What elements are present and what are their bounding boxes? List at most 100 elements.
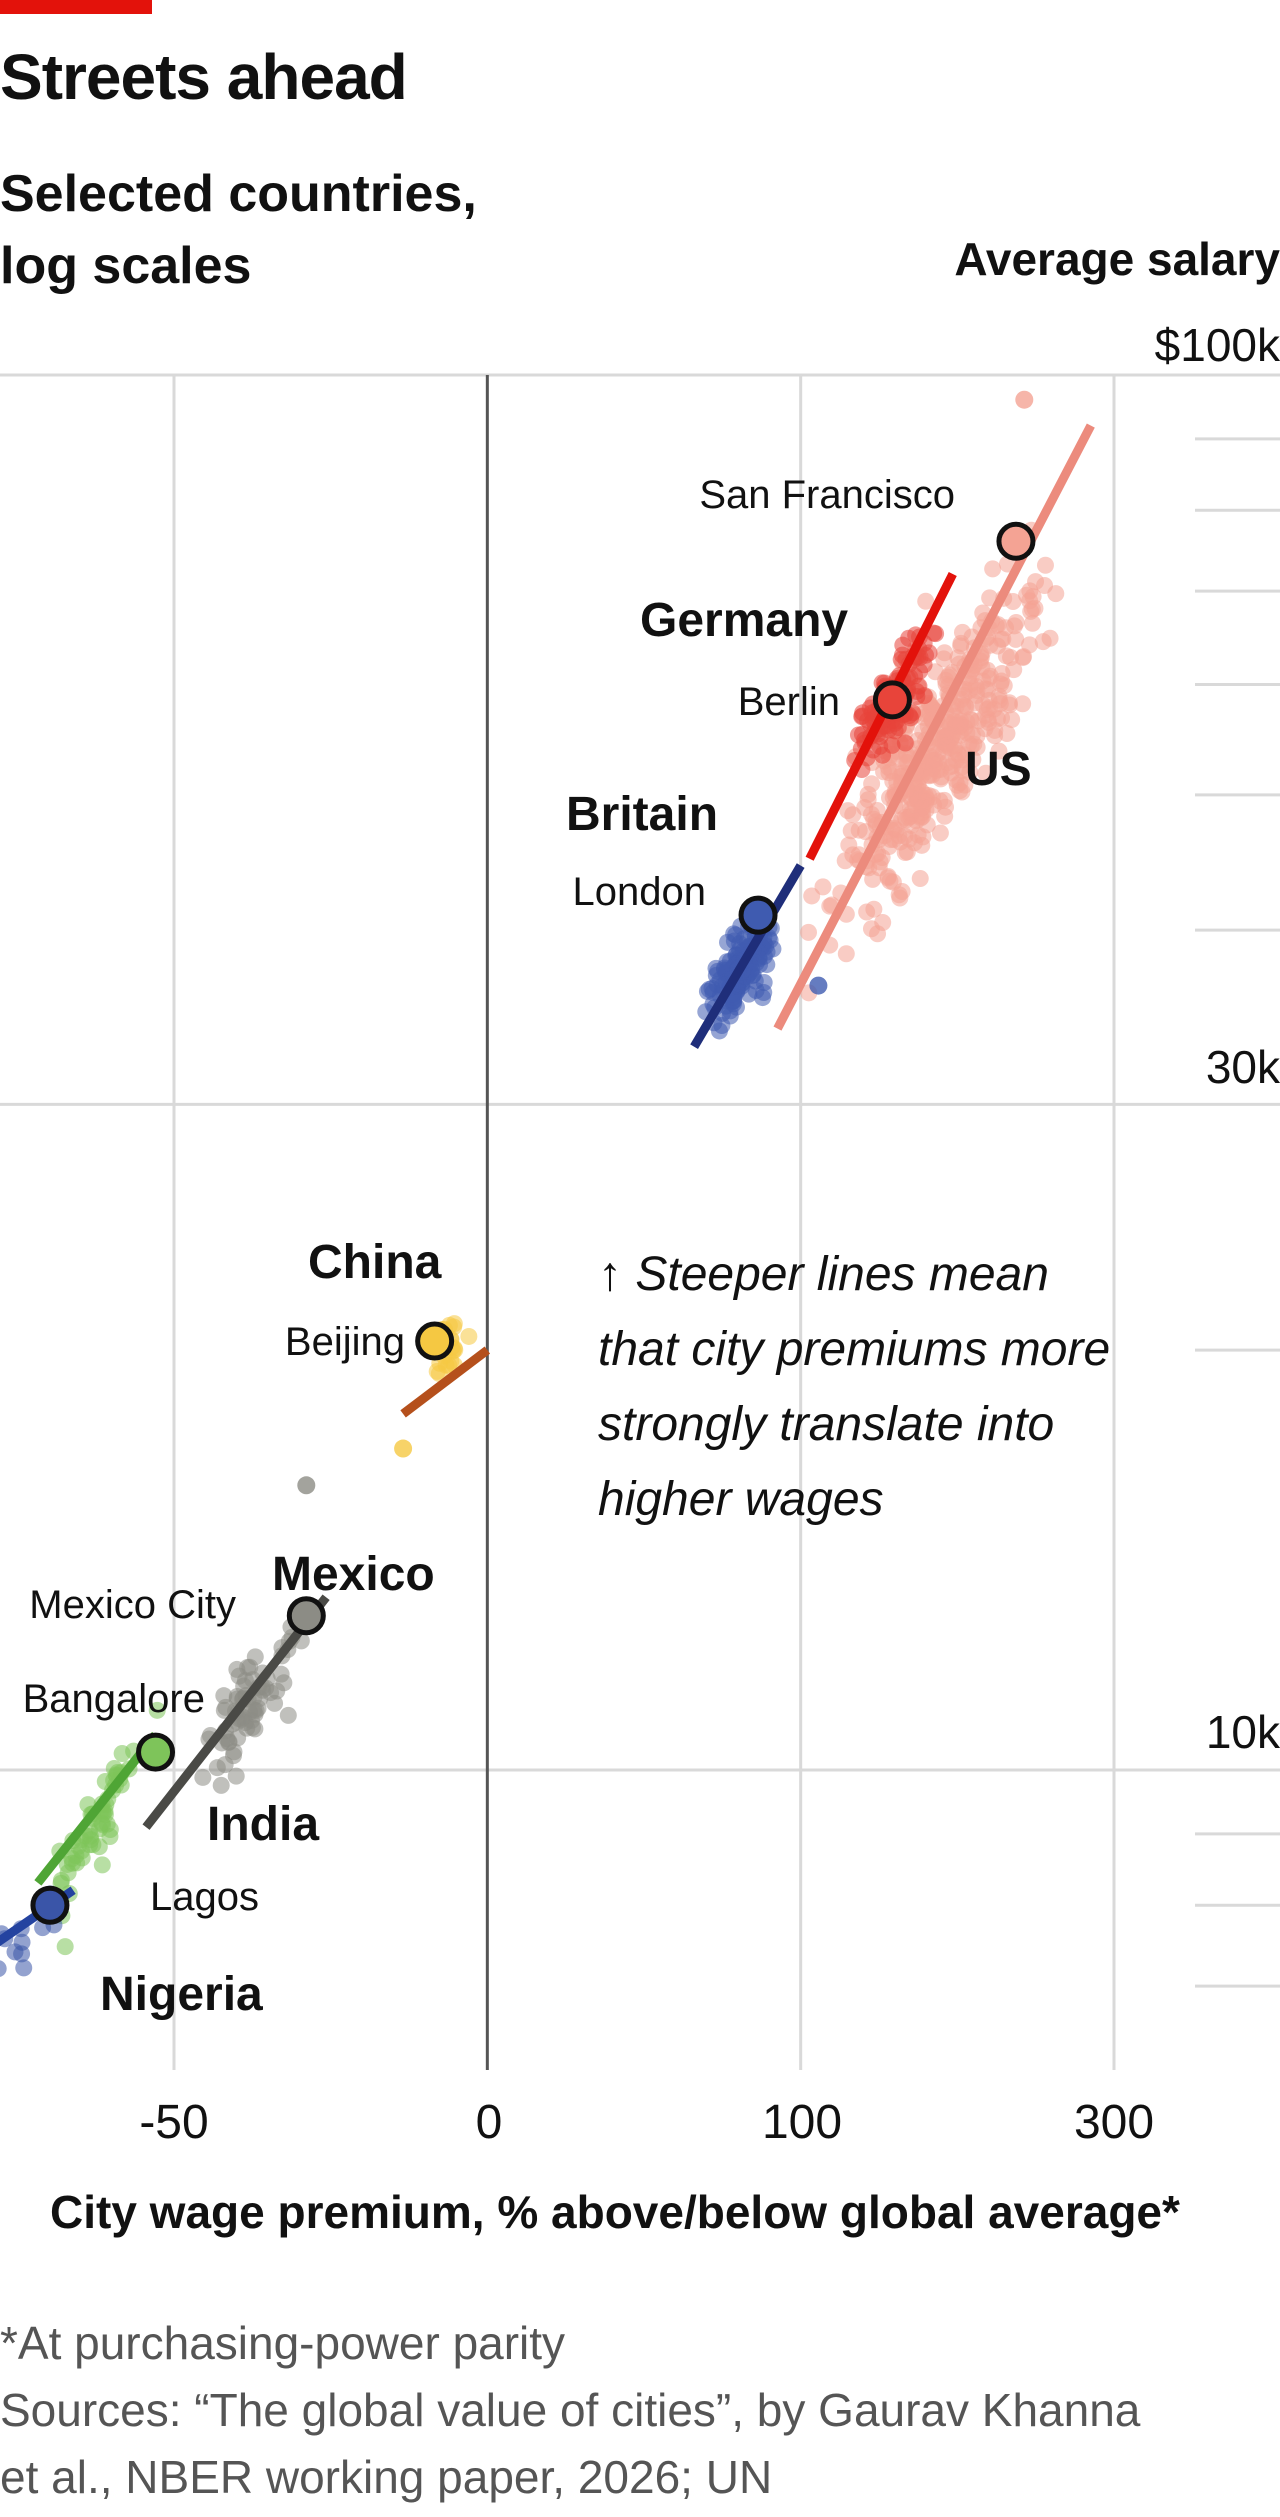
- data-point: [939, 668, 957, 686]
- data-point: [241, 1658, 259, 1676]
- data-point: [993, 664, 1011, 682]
- data-point: [803, 887, 821, 905]
- cloud-us: [800, 521, 1065, 1002]
- chart-labels: San Francisco US Germany Berlin Britain …: [23, 473, 1111, 2021]
- data-point: [886, 722, 904, 740]
- country-label-germany: Germany: [640, 594, 848, 647]
- chart-title: Streets ahead: [0, 41, 408, 113]
- data-point: [932, 760, 950, 778]
- country-label-india: India: [207, 1798, 319, 1851]
- data-point: [113, 1744, 131, 1762]
- trend-line-india: [34, 1731, 160, 1886]
- x-axis-label: City wage premium, % above/below global …: [50, 2186, 1180, 2238]
- x-tick-label-300: 300: [1073, 2096, 1155, 2149]
- data-point: [900, 830, 918, 848]
- data-point: [842, 822, 860, 840]
- data-point: [755, 947, 773, 965]
- data-point: [986, 721, 1004, 739]
- x-tick-label-100: 100: [761, 2096, 843, 2149]
- outlier-point: [1015, 390, 1034, 409]
- city-label-london: London: [573, 870, 706, 914]
- data-point: [215, 1687, 233, 1705]
- highlight-marker-berlin: [872, 680, 912, 720]
- city-label-lagos: Lagos: [150, 1875, 259, 1919]
- data-point: [862, 920, 880, 938]
- y-tick-label-100k: $100k: [1154, 319, 1280, 371]
- data-point: [858, 903, 876, 921]
- data-point: [836, 852, 854, 870]
- data-point: [913, 783, 931, 801]
- x-tick-label-minus50: -50: [139, 2096, 209, 2149]
- data-point: [460, 1327, 478, 1345]
- data-point: [56, 1938, 74, 1956]
- x-tick-label-0: 0: [475, 2096, 503, 2149]
- point-clouds: [0, 390, 1065, 1977]
- city-label-mexico-city: Mexico City: [29, 1583, 236, 1627]
- footnotes: *At purchasing-power parity Sources: “Th…: [0, 2310, 1140, 2511]
- data-point: [1000, 694, 1018, 712]
- data-point: [941, 739, 959, 757]
- data-point: [0, 1960, 7, 1977]
- data-point: [859, 785, 877, 803]
- data-point: [800, 923, 818, 941]
- data-point: [1007, 613, 1025, 631]
- data-point: [937, 798, 955, 816]
- city-label-san-francisco: San Francisco: [699, 473, 955, 517]
- data-point: [725, 991, 743, 1009]
- data-point: [973, 658, 991, 676]
- data-point: [1047, 585, 1065, 603]
- data-point: [911, 870, 929, 888]
- country-label-us: US: [965, 743, 1032, 796]
- data-point: [708, 976, 726, 994]
- data-point: [279, 1706, 297, 1724]
- data-point: [1007, 630, 1025, 648]
- data-point: [101, 1820, 119, 1838]
- data-point: [1002, 649, 1020, 667]
- country-label-mexico: Mexico: [272, 1548, 435, 1601]
- trend-line-china: [400, 1346, 491, 1418]
- data-point: [879, 869, 897, 887]
- data-point: [952, 634, 970, 652]
- outlier-point: [394, 1439, 413, 1458]
- data-point: [15, 1959, 33, 1977]
- data-point: [952, 716, 970, 734]
- city-label-beijing: Beijing: [285, 1320, 405, 1364]
- data-point: [887, 821, 905, 839]
- data-point: [871, 737, 889, 755]
- outlier-point: [297, 1476, 316, 1495]
- data-point: [1021, 582, 1039, 600]
- data-point: [1036, 556, 1054, 574]
- data-point: [1021, 636, 1039, 654]
- data-point: [856, 799, 874, 817]
- data-point: [1023, 600, 1041, 618]
- source-line: et al., NBER working paper, 2026; UN: [0, 2451, 773, 2503]
- data-point: [220, 1733, 238, 1751]
- highlight-marker-bangalore: [136, 1732, 176, 1772]
- subtitle-line: Selected countries,: [0, 165, 477, 223]
- subtitle-line: log scales: [0, 237, 252, 295]
- data-point: [896, 734, 914, 752]
- data-point: [52, 1871, 70, 1889]
- data-point: [719, 933, 737, 951]
- annotation-line: ↑ Steeper lines mean: [598, 1248, 1049, 1301]
- data-point: [268, 1682, 286, 1700]
- trend-line-britain: [690, 863, 805, 1049]
- data-point: [964, 750, 982, 768]
- city-label-bangalore: Bangalore: [23, 1677, 205, 1721]
- data-point: [105, 1759, 123, 1777]
- data-point: [883, 736, 901, 754]
- data-point: [837, 945, 855, 963]
- data-point: [814, 878, 832, 896]
- highlight-marker-san-francisco: [996, 521, 1036, 561]
- data-point: [962, 737, 980, 755]
- data-point: [935, 650, 953, 668]
- data-point: [917, 592, 935, 610]
- data-point: [1004, 592, 1022, 610]
- highlight-marker-london: [738, 895, 778, 935]
- data-point: [977, 764, 995, 782]
- trend-line-germany: [805, 571, 957, 861]
- data-point: [984, 560, 1002, 578]
- data-point: [891, 889, 909, 907]
- country-label-nigeria: Nigeria: [100, 1968, 263, 2021]
- data-point: [1014, 695, 1032, 713]
